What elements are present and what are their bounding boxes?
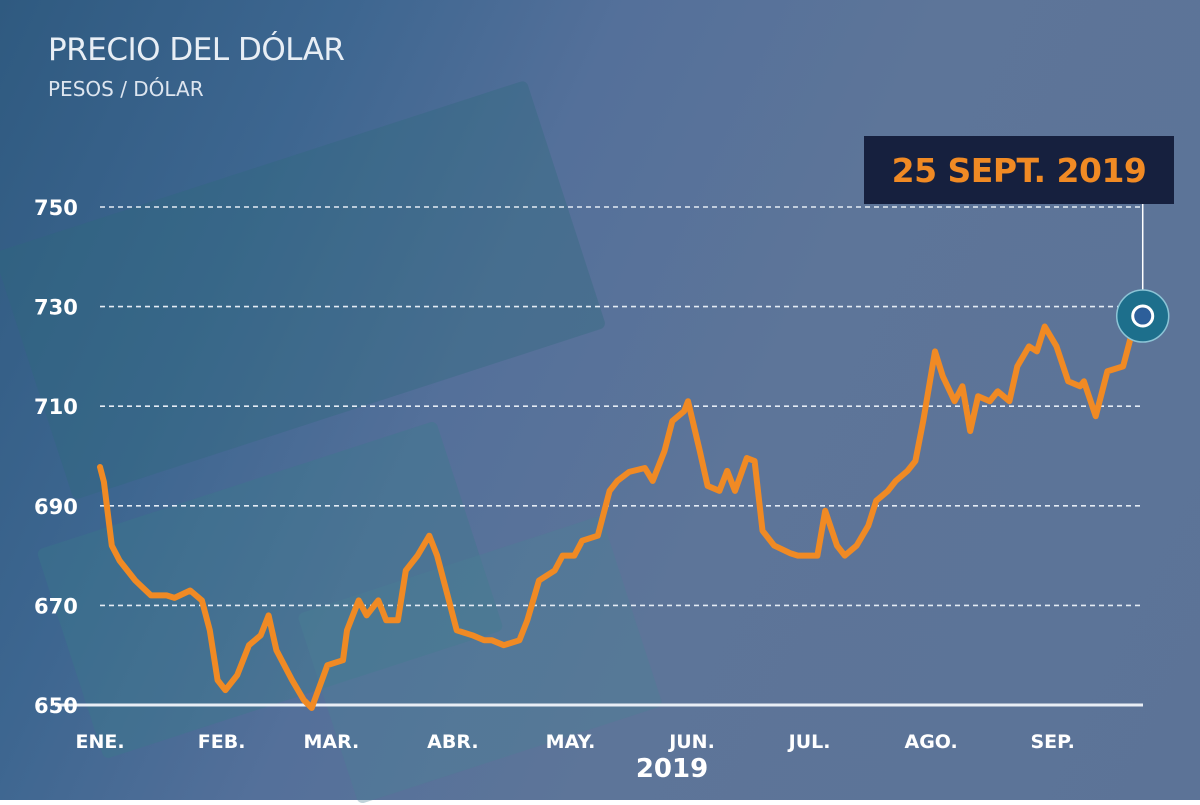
y-tick-label: 710 <box>34 395 78 419</box>
date-callout: 25 SEPT. 2019 <box>864 136 1174 204</box>
x-tick-label: JUL. <box>787 731 831 753</box>
x-tick-label: ABR. <box>427 731 478 753</box>
x-axis-label: 2019 <box>636 754 708 784</box>
price-line <box>97 315 1146 711</box>
x-tick-label: ENE. <box>76 731 125 753</box>
x-tick-label: MAY. <box>546 731 596 753</box>
y-tick-label: 650 <box>34 694 78 718</box>
x-tick-label: FEB. <box>198 731 246 753</box>
y-tick-label: 750 <box>34 196 78 220</box>
x-tick-label: SEP. <box>1030 731 1074 753</box>
chart-title: PRECIO DEL DÓLAR <box>48 32 345 68</box>
y-tick-label: 670 <box>34 594 78 618</box>
x-tick-label: MAR. <box>303 731 359 753</box>
x-tick-label: JUN. <box>667 731 715 753</box>
y-tick-label: 730 <box>34 296 78 320</box>
end-point-dot <box>1131 304 1155 328</box>
x-tick-label: AGO. <box>904 731 957 753</box>
chart-subtitle: PESOS / DÓLAR <box>48 77 204 101</box>
y-tick-label: 690 <box>34 495 78 519</box>
